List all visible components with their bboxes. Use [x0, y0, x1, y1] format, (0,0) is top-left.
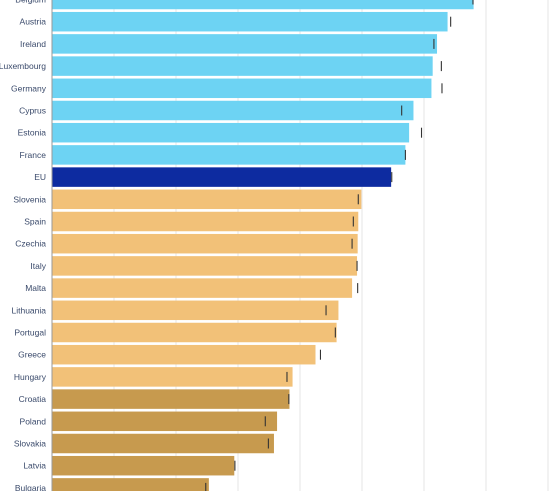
bar	[52, 100, 414, 121]
bar	[52, 78, 432, 99]
bar	[52, 411, 278, 432]
bar	[52, 367, 293, 387]
category-label: Lithuania	[11, 305, 46, 315]
bar	[52, 145, 406, 165]
bar	[52, 211, 359, 232]
category-label: Germany	[11, 83, 47, 93]
category-label: Portugal	[14, 328, 46, 338]
category-label: Hungary	[14, 372, 47, 382]
reference-markers-layer	[205, 0, 474, 491]
category-label: Slovakia	[14, 439, 46, 449]
category-labels-layer: Belgium Austria Ireland Luxembourg Germany Cy…	[0, 0, 47, 491]
bar	[52, 0, 474, 10]
category-label: Cyprus	[19, 106, 46, 116]
category-label: Malta	[25, 283, 46, 293]
bar	[52, 278, 353, 298]
category-label: Austria	[20, 17, 47, 27]
category-label: France	[20, 150, 47, 160]
bar	[52, 189, 362, 210]
bar	[52, 34, 438, 54]
bar	[52, 11, 448, 32]
category-label: Spain	[24, 217, 46, 227]
bars-layer	[52, 0, 474, 491]
category-label: Latvia	[23, 461, 46, 471]
bar	[52, 344, 316, 365]
category-label: Estonia	[18, 128, 47, 138]
bar	[52, 433, 274, 454]
bar	[52, 56, 433, 76]
category-label: Bulgaria	[15, 483, 46, 491]
category-label: Italy	[30, 261, 46, 271]
category-label: Ireland	[20, 39, 46, 49]
bar	[52, 233, 358, 254]
bar	[52, 389, 290, 409]
category-label: Czechia	[15, 239, 46, 249]
category-label: Greece	[18, 350, 46, 360]
bar	[52, 122, 410, 143]
category-label: Slovenia	[13, 194, 46, 204]
category-label: EU	[34, 172, 46, 182]
category-label: Belgium	[15, 0, 46, 5]
bar	[52, 455, 235, 476]
bar	[52, 322, 337, 343]
bar	[52, 167, 392, 187]
bar	[52, 256, 358, 276]
bar	[52, 478, 209, 491]
bar	[52, 300, 339, 321]
category-label: Croatia	[19, 394, 47, 404]
category-label: Poland	[20, 416, 47, 426]
category-label: Luxembourg	[0, 61, 46, 71]
